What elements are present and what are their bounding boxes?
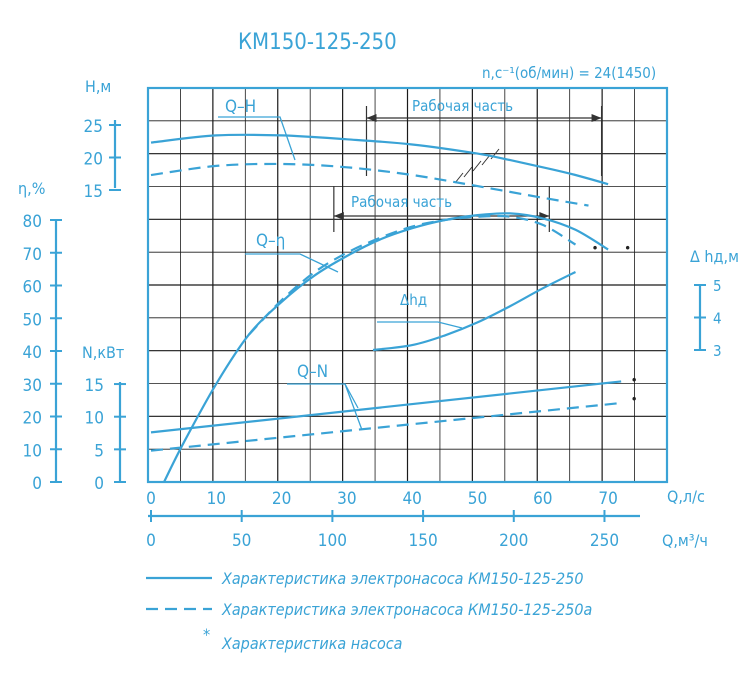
axis-ticks: 0 10 20 30 40 50 60 700 50 100 150 200 2502520158070… <box>23 117 722 551</box>
q-ls-tick-label: 0 <box>146 489 156 509</box>
plot-frame <box>146 86 669 484</box>
pump-point-star: • <box>631 373 638 387</box>
legend-star-label: Характеристика насоса <box>221 634 403 653</box>
q-ls-tick-label: 20 <box>272 489 291 509</box>
working-zone-arrow <box>591 114 602 122</box>
curve-N-dashed <box>150 401 622 452</box>
plot-grid <box>148 88 667 482</box>
working-zone-arrow <box>366 114 377 122</box>
working-zone-label-1: Рабочая часть <box>412 97 513 115</box>
dh-axis-title: Δ hд,м <box>690 247 739 266</box>
q-m3h-tick-label: 0 <box>146 531 156 551</box>
working-zones: Рабочая часть Рабочая часть <box>333 97 603 232</box>
q-ls-tick-label: 50 <box>468 489 487 509</box>
q-m3h-tick-label: 50 <box>232 531 251 551</box>
pump-point-star: • <box>631 392 638 406</box>
q-ls-tick-label: 70 <box>598 489 617 509</box>
pump-point-star: • <box>624 241 631 255</box>
q-ls-tick-label: 60 <box>533 489 552 509</box>
h-tick-label: 25 <box>84 117 103 137</box>
eta-tick-label: 0 <box>32 474 42 494</box>
h-axis-title: Н,м <box>85 77 111 96</box>
legend-solid-label: Характеристика электронасоса КМ150-125-2… <box>221 569 583 588</box>
leader-dh <box>377 321 463 329</box>
curve-eta-solid <box>163 212 609 483</box>
dh-tick-label: 3 <box>713 342 722 360</box>
legend-star-mark: * <box>203 625 210 644</box>
curve-H-dashed <box>150 162 589 207</box>
pump-points: • • • • <box>592 241 638 406</box>
leader-q-n <box>287 383 359 409</box>
h-tick-label: 20 <box>84 150 103 170</box>
label-q-eta: Q–η <box>256 231 285 251</box>
q-ls-axis-title: Q,л/с <box>667 487 705 506</box>
q-ls-tick-label: 30 <box>337 489 356 509</box>
leader-q-eta <box>245 253 339 273</box>
n-axis-title: N,кВт <box>82 343 124 362</box>
legend-dashed-label: Характеристика электронасоса КМ150-125-2… <box>221 600 592 619</box>
curve-labels: Q–H Q–η Δhд Q–N <box>218 97 463 431</box>
working-zone-arrow <box>333 212 344 220</box>
eta-tick-label: 30 <box>23 376 42 396</box>
dh-tick-label: 4 <box>713 310 722 328</box>
working-zone-hatch <box>463 166 473 178</box>
label-q-h: Q–H <box>225 97 256 117</box>
q-m3h-tick-label: 100 <box>318 531 347 551</box>
h-tick-label: 15 <box>84 182 103 202</box>
curve-N-solid <box>150 380 622 434</box>
dh-tick-label: 5 <box>713 277 722 295</box>
eta-tick-label: 20 <box>23 409 42 429</box>
speed-label: n,c⁻¹(об/мин) = 24(1450) <box>482 64 656 82</box>
eta-tick-label: 50 <box>23 310 42 330</box>
legend: Характеристика электронасоса КМ150-125-2… <box>146 569 592 653</box>
working-zone-hatch <box>472 160 482 172</box>
q-ls-tick-label: 40 <box>402 489 421 509</box>
n-tick-label: 15 <box>85 376 104 396</box>
q-ls-tick-label: 10 <box>207 489 226 509</box>
eta-tick-label: 80 <box>23 212 42 232</box>
label-dh: Δhд <box>400 291 427 309</box>
curve-eta-dashed <box>248 214 577 336</box>
eta-tick-label: 40 <box>23 343 42 363</box>
chart-title: КМ150-125-250 <box>238 30 397 55</box>
eta-axis-title: η,% <box>18 179 45 198</box>
n-tick-label: 10 <box>85 409 104 429</box>
curve-H-solid <box>150 133 609 186</box>
leader-q-n-2 <box>344 383 363 431</box>
eta-tick-label: 70 <box>23 245 42 265</box>
q-m3h-tick-label: 150 <box>408 531 437 551</box>
pump-point-star: • <box>592 241 599 255</box>
q-m3h-tick-label: 250 <box>590 531 619 551</box>
n-tick-label: 5 <box>94 441 104 461</box>
curves <box>150 133 622 483</box>
q-m3h-axis-title: Q,м³/ч <box>662 531 708 550</box>
eta-tick-label: 10 <box>23 441 42 461</box>
curve-dh-solid <box>372 271 576 352</box>
n-tick-label: 0 <box>94 474 104 494</box>
working-zone-label-2: Рабочая часть <box>351 193 452 211</box>
q-m3h-tick-label: 200 <box>499 531 528 551</box>
eta-tick-label: 60 <box>23 278 42 298</box>
label-q-n: Q–N <box>297 362 328 382</box>
leader-q-h <box>218 116 296 161</box>
